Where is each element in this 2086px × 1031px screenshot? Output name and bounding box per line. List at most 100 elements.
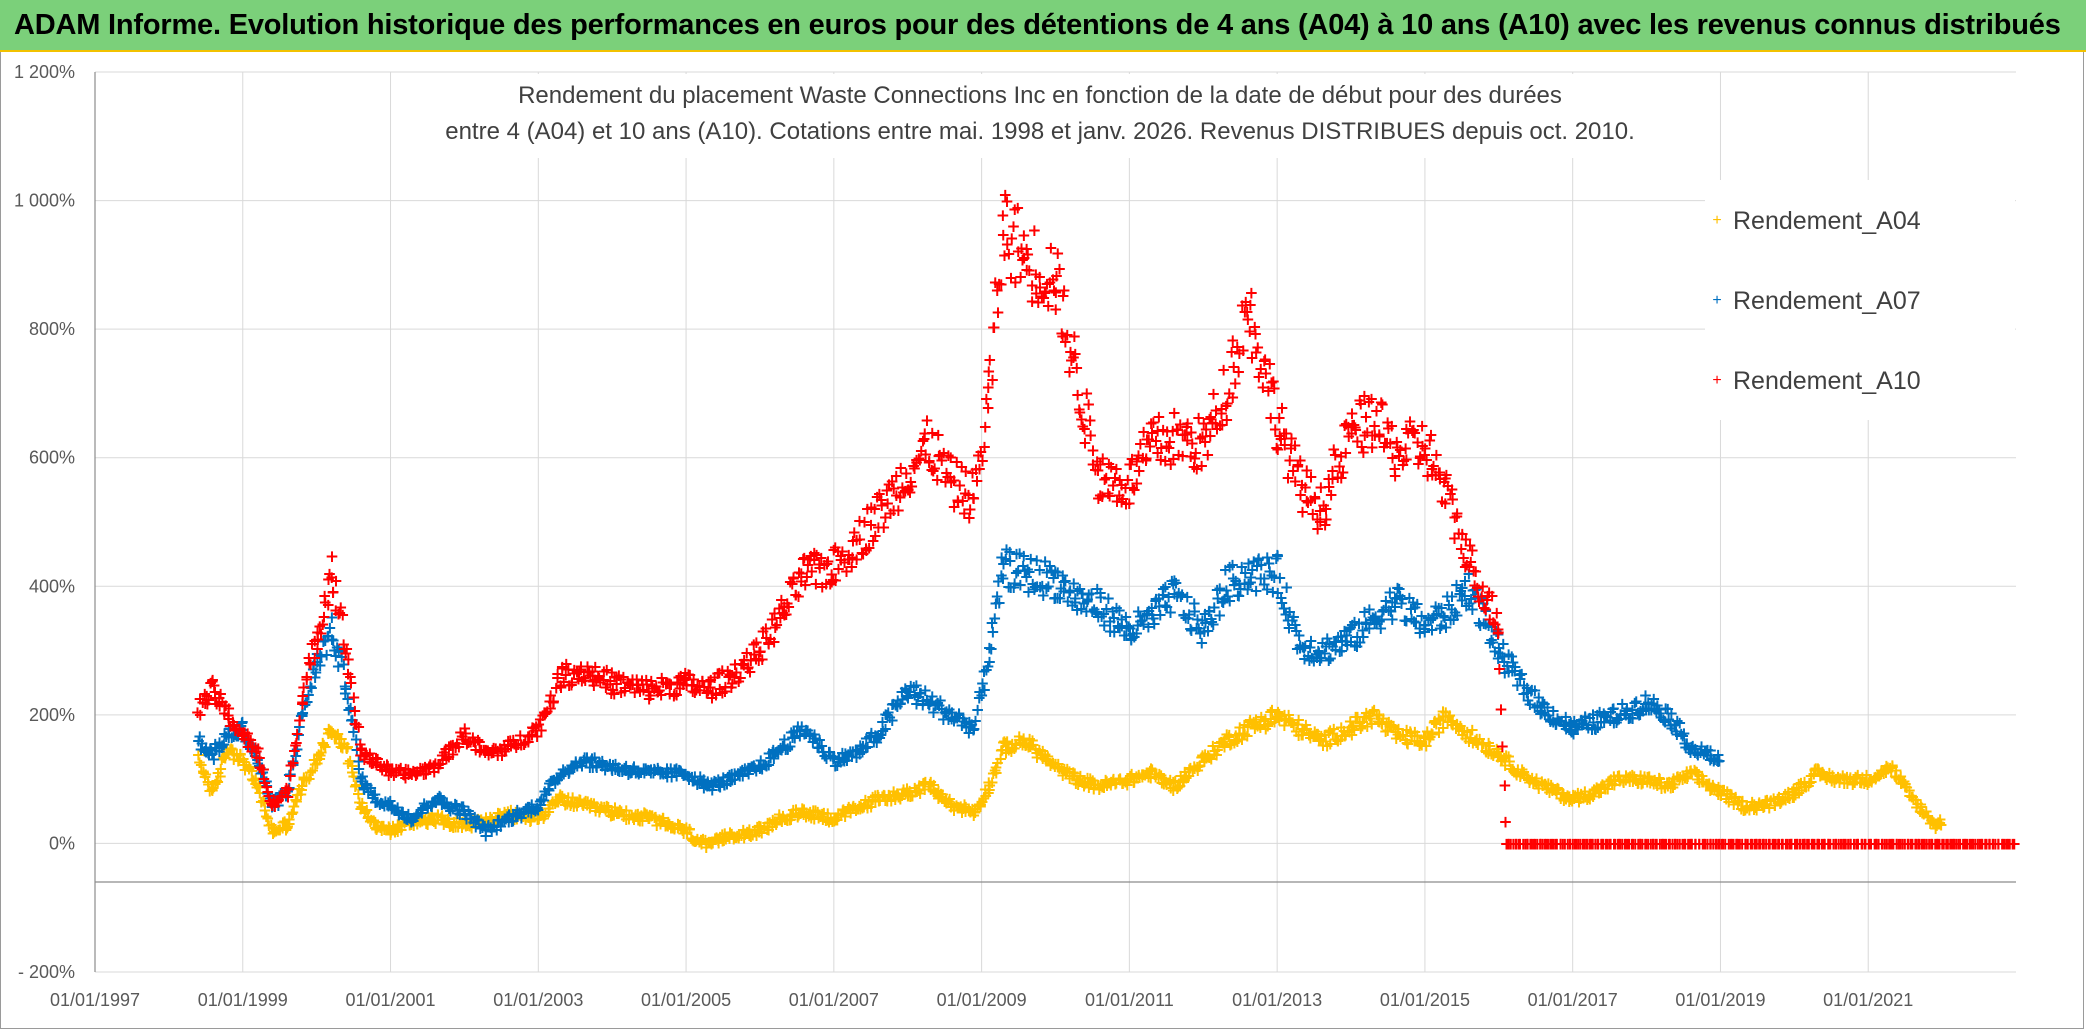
data-point: + [464,819,478,839]
data-point: + [354,799,368,819]
x-tick-label: 01/01/2005 [641,990,731,1010]
data-point: + [409,810,423,830]
data-point: + [418,809,432,829]
x-tick-label: 01/01/2001 [345,990,435,1010]
y-tick-label: 200% [29,705,75,725]
data-point: + [216,748,230,768]
data-point: + [233,745,247,765]
data-point: + [297,768,311,788]
data-point: + [294,785,308,805]
x-tick-label: 01/01/2017 [1528,990,1618,1010]
data-point: + [441,810,455,830]
data-point: + [318,738,332,758]
data-point: + [363,812,377,832]
data-point: + [382,817,396,837]
data-point: + [345,763,359,783]
data-point: + [238,760,252,780]
data-point: + [468,811,482,831]
data-point: + [249,769,263,789]
chart-title-line1: Rendement du placement Waste Connections… [518,82,1562,109]
data-point: + [439,813,453,833]
data-point: + [983,351,997,371]
x-tick-label: 01/01/2011 [1085,990,1174,1010]
y-tick-label: - 200% [18,962,75,982]
data-point: + [192,753,206,773]
data-point: + [435,811,449,831]
data-point: + [469,811,483,831]
data-point: + [370,819,384,839]
data-point: + [327,727,341,747]
data-point: + [231,751,245,771]
data-point: + [266,819,280,839]
data-point: + [361,808,375,828]
data-point: + [215,750,229,770]
data-point: + [434,808,448,828]
data-point: + [349,775,363,795]
x-tick-label: 01/01/2013 [1232,990,1322,1010]
legend-item-a04: + Rendement_A04 [1705,201,1920,241]
data-point: + [981,399,995,419]
data-point: + [258,801,272,821]
data-point: + [415,811,429,831]
data-point: + [253,783,267,803]
data-point: + [266,824,280,844]
data-point: + [355,798,369,818]
x-tick-label: 01/01/2003 [493,990,583,1010]
data-point: + [384,822,398,842]
data-point: + [386,816,400,836]
data-point: + [325,722,339,742]
data-point: + [351,784,365,804]
legend-label-a07: Rendement_A07 [1733,286,1921,315]
data-point: + [211,773,225,793]
data-point: + [341,754,355,774]
data-point: + [289,791,303,811]
data-point: + [334,738,348,758]
data-point: + [497,803,511,823]
data-point: + [239,755,253,775]
data-point: + [967,489,981,509]
data-point: + [491,804,505,824]
data-point: + [461,815,475,835]
data-point: + [295,776,309,796]
y-tick-label: 800% [29,319,75,339]
data-point: + [1498,776,1512,796]
data-points: ++++++++++++++++++++++++++++++++++++++++… [190,186,2021,858]
data-point: + [348,777,362,797]
data-point: + [448,817,462,837]
data-point: + [388,823,402,843]
chart-title-line2: entre 4 (A04) et 10 ans (A10). Cotations… [445,118,1635,145]
data-point: + [397,814,411,834]
data-point: + [242,759,256,779]
data-point: + [977,680,991,700]
legend-item-a07: + Rendement_A07 [1705,281,1921,321]
data-point: + [214,760,228,780]
data-point: + [230,746,244,766]
data-point: + [345,757,359,777]
data-point: + [277,812,291,832]
data-point: + [458,811,472,831]
data-point: + [287,797,301,817]
data-point: + [485,810,499,830]
tick-labels: - 200% 0% 200% 400% 600% 800% 1 000% 1 200% 01/0… [14,62,1913,1010]
legend: + Rendement_A04 + Rendement_A07 + Rendem… [1705,180,2015,420]
data-point: + [1057,281,1071,301]
data-point: + [2007,834,2021,854]
data-point: + [391,822,405,842]
data-point: + [420,815,434,835]
data-point: + [282,815,296,835]
data-point: + [321,724,335,744]
data-point: + [1267,379,1281,399]
data-point: + [337,734,351,754]
data-point: + [425,804,439,824]
data-point: + [444,816,458,836]
data-point: + [440,813,454,833]
data-point: + [1491,620,1505,640]
data-point: + [262,816,276,836]
data-point: + [233,745,247,765]
data-point: + [477,814,491,834]
data-point: + [1336,463,1350,483]
data-point: + [261,809,275,829]
data-point: + [475,816,489,836]
data-point: + [328,726,342,746]
data-point: + [1712,751,1726,771]
